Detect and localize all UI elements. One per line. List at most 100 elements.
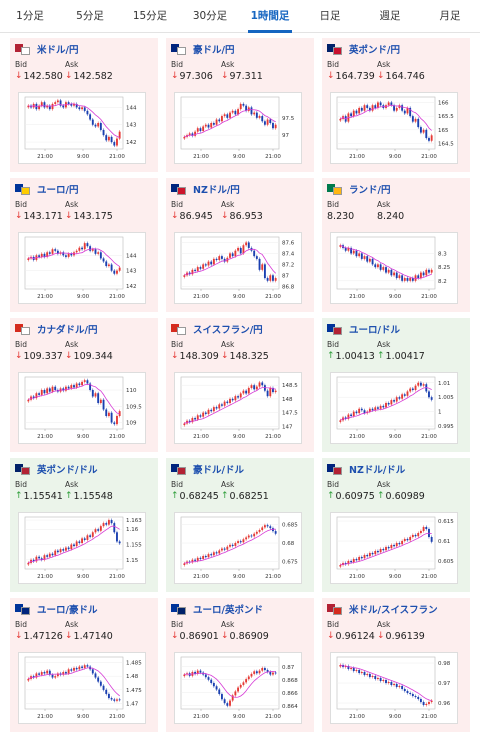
timeframe-tabs: 1分足 5分足 15分足 30分足 1時間足 日足 週足 月足 xyxy=(0,0,480,33)
bid-price: 0.96124 xyxy=(335,630,375,642)
x-tick-label: 21:00 xyxy=(193,154,209,160)
candlestick-chart: 0.685 0.68 0.675 21:00 9:00 21:00 xyxy=(180,516,298,580)
candle-body xyxy=(266,119,269,125)
price-values: ↑ 1.15541 ↑ 1.15548 xyxy=(15,490,153,502)
candle-body xyxy=(97,677,100,682)
candle-body xyxy=(226,401,229,403)
mini-chart[interactable]: 1.01 1.005 1 0.995 21:00 9:00 21:00 xyxy=(330,372,458,444)
tab-5[interactable]: 日足 xyxy=(319,10,341,22)
y-tick-label: 8.3 xyxy=(438,251,447,257)
mini-chart[interactable]: 8.3 8.25 8.2 21:00 9:00 21:00 xyxy=(330,232,458,304)
card-header: スイスフラン/円 xyxy=(171,322,309,336)
y-tick-label: 144 xyxy=(126,253,137,259)
rate-card: 米ドル/スイスフラン Bid Ask ↓ 0.96124 ↓ 0.96139 0.98 0.97… xyxy=(322,598,470,732)
price-labels: Bid Ask xyxy=(15,340,153,349)
tab-3[interactable]: 30分足 xyxy=(192,10,228,22)
candle-body xyxy=(191,418,194,423)
x-tick-label: 9:00 xyxy=(389,154,402,160)
pair-name-link[interactable]: スイスフラン/円 xyxy=(193,325,263,336)
candle-body xyxy=(272,275,274,281)
candle-body xyxy=(199,670,202,673)
arrow-down-icon: ↓ xyxy=(171,71,179,81)
candle-body xyxy=(102,399,105,410)
candle-body xyxy=(62,549,65,551)
bid-price: 142.580 xyxy=(23,70,63,82)
candle-body xyxy=(40,390,43,395)
tab-6[interactable]: 週足 xyxy=(379,10,401,22)
pair-name-link[interactable]: 豪ドル/ドル xyxy=(193,465,244,476)
mini-chart[interactable]: 97.5 97 21:00 9:00 21:00 xyxy=(174,92,302,164)
candle-body xyxy=(105,689,108,694)
candle-body xyxy=(207,261,210,266)
mini-chart[interactable]: 144 143 142 21:00 9:00 21:00 xyxy=(18,92,146,164)
mini-chart[interactable]: 0.615 0.61 0.605 21:00 9:00 21:00 xyxy=(330,512,458,584)
candle-body xyxy=(406,107,409,114)
candle-body xyxy=(393,105,395,111)
candle-body xyxy=(46,105,49,108)
flag-icon xyxy=(15,183,31,195)
candle-body xyxy=(350,247,353,254)
candle-body xyxy=(188,561,191,563)
candle-body xyxy=(371,553,374,555)
pair-name-link[interactable]: 英ポンド/円 xyxy=(349,45,400,56)
candle-body xyxy=(360,408,363,411)
tab-0[interactable]: 1分足 xyxy=(16,10,44,22)
tab-4[interactable]: 1時間足 xyxy=(240,0,300,33)
candle-body xyxy=(355,559,358,561)
pair-name-link[interactable]: NZドル/円 xyxy=(193,185,240,196)
mini-chart[interactable]: 1.485 1.48 1.475 1.47 21:00 9:00 21:00 xyxy=(18,652,146,724)
y-tick-label: 0.864 xyxy=(282,704,298,710)
pair-name-link[interactable]: ユーロ/豪ドル xyxy=(37,605,98,616)
tab-2[interactable]: 15分足 xyxy=(132,10,168,22)
candle-body xyxy=(94,124,97,127)
flag-icon xyxy=(171,183,187,195)
candle-body xyxy=(411,116,414,122)
candle-body xyxy=(272,528,274,532)
pair-name-link[interactable]: ユーロ/ドル xyxy=(349,325,400,336)
mini-chart[interactable]: 110 109.5 109 21:00 9:00 21:00 xyxy=(18,372,146,444)
candle-body xyxy=(223,699,226,704)
pair-name-link[interactable]: ユーロ/英ポンド xyxy=(193,605,263,616)
mini-chart[interactable]: 0.98 0.97 0.96 21:00 9:00 21:00 xyxy=(330,652,458,724)
x-tick-label: 21:00 xyxy=(265,434,281,440)
ask-price: 86.953 xyxy=(229,210,263,222)
candle-body xyxy=(401,275,404,281)
candle-body xyxy=(258,530,261,532)
pair-name-link[interactable]: ユーロ/円 xyxy=(37,185,79,196)
candle-body xyxy=(218,404,221,409)
card-header: NZドル/ドル xyxy=(327,462,465,476)
pair-name-link[interactable]: 米ドル/スイスフラン xyxy=(349,605,438,616)
candle-body xyxy=(368,553,371,557)
tab-7[interactable]: 月足 xyxy=(439,10,461,22)
candle-body xyxy=(272,672,274,675)
ask-price: 164.746 xyxy=(385,70,425,82)
price-labels: Bid Ask xyxy=(15,620,153,629)
candle-body xyxy=(245,105,248,111)
candle-body xyxy=(263,668,266,670)
ask-price: 1.15548 xyxy=(73,490,113,502)
candle-body xyxy=(239,247,242,254)
candle-body xyxy=(89,114,92,120)
moving-average-line xyxy=(28,525,120,564)
tab-1[interactable]: 5分足 xyxy=(76,10,104,22)
mini-chart[interactable]: 148.5 148 147.5 147 21:00 9:00 21:00 xyxy=(174,372,302,444)
mini-chart[interactable]: 0.87 0.868 0.866 0.864 21:00 9:00 21:00 xyxy=(174,652,302,724)
candle-body xyxy=(266,525,269,527)
pair-name-link[interactable]: 英ポンド/ドル xyxy=(37,465,98,476)
mini-chart[interactable]: 1.163 1.16 1.155 1.15 21:00 9:00 21:00 xyxy=(18,512,146,584)
pair-name-link[interactable]: 米ドル/円 xyxy=(37,45,79,56)
candle-body xyxy=(118,541,121,544)
pair-name-link[interactable]: ランド/円 xyxy=(349,185,391,196)
arrow-up-icon: ↑ xyxy=(327,351,335,361)
mini-chart[interactable]: 144 143 142 21:00 9:00 21:00 xyxy=(18,232,146,304)
mini-chart[interactable]: 87.6 87.4 87.2 87 86.8 21:00 9:00 21:00 xyxy=(174,232,302,304)
candle-body xyxy=(183,136,186,139)
ask-label: Ask xyxy=(377,480,391,489)
candle-body xyxy=(379,405,382,409)
mini-chart[interactable]: 166 165.5 165 164.5 21:00 9:00 21:00 xyxy=(330,92,458,164)
pair-name-link[interactable]: NZドル/ドル xyxy=(349,465,406,476)
pair-name-link[interactable]: カナダドル/円 xyxy=(37,325,98,336)
mini-chart[interactable]: 0.685 0.68 0.675 21:00 9:00 21:00 xyxy=(174,512,302,584)
pair-name-link[interactable]: 豪ドル/円 xyxy=(193,45,235,56)
candle-body xyxy=(374,676,377,679)
